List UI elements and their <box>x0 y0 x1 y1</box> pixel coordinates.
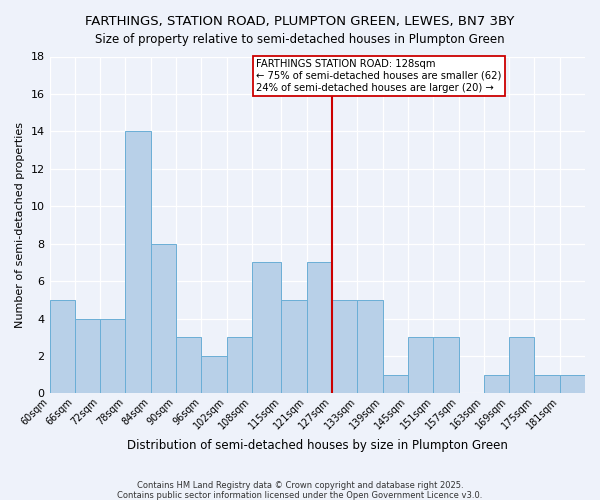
Bar <box>560 375 585 394</box>
Bar <box>227 338 252 394</box>
Bar <box>307 262 332 394</box>
Text: FARTHINGS, STATION ROAD, PLUMPTON GREEN, LEWES, BN7 3BY: FARTHINGS, STATION ROAD, PLUMPTON GREEN,… <box>85 15 515 28</box>
Bar <box>75 318 100 394</box>
Bar <box>509 338 535 394</box>
Bar <box>281 300 307 394</box>
Text: Size of property relative to semi-detached houses in Plumpton Green: Size of property relative to semi-detach… <box>95 32 505 46</box>
X-axis label: Distribution of semi-detached houses by size in Plumpton Green: Distribution of semi-detached houses by … <box>127 440 508 452</box>
Bar <box>50 300 75 394</box>
Bar <box>535 375 560 394</box>
Text: Contains public sector information licensed under the Open Government Licence v3: Contains public sector information licen… <box>118 490 482 500</box>
Bar <box>125 132 151 394</box>
Y-axis label: Number of semi-detached properties: Number of semi-detached properties <box>15 122 25 328</box>
Bar <box>383 375 408 394</box>
Bar <box>484 375 509 394</box>
Bar <box>202 356 227 394</box>
Text: Contains HM Land Registry data © Crown copyright and database right 2025.: Contains HM Land Registry data © Crown c… <box>137 480 463 490</box>
Bar <box>433 338 458 394</box>
Bar <box>176 338 202 394</box>
Bar <box>358 300 383 394</box>
Text: FARTHINGS STATION ROAD: 128sqm
← 75% of semi-detached houses are smaller (62)
24: FARTHINGS STATION ROAD: 128sqm ← 75% of … <box>256 60 502 92</box>
Bar <box>332 300 358 394</box>
Bar <box>151 244 176 394</box>
Bar <box>252 262 281 394</box>
Bar <box>100 318 125 394</box>
Bar <box>408 338 433 394</box>
